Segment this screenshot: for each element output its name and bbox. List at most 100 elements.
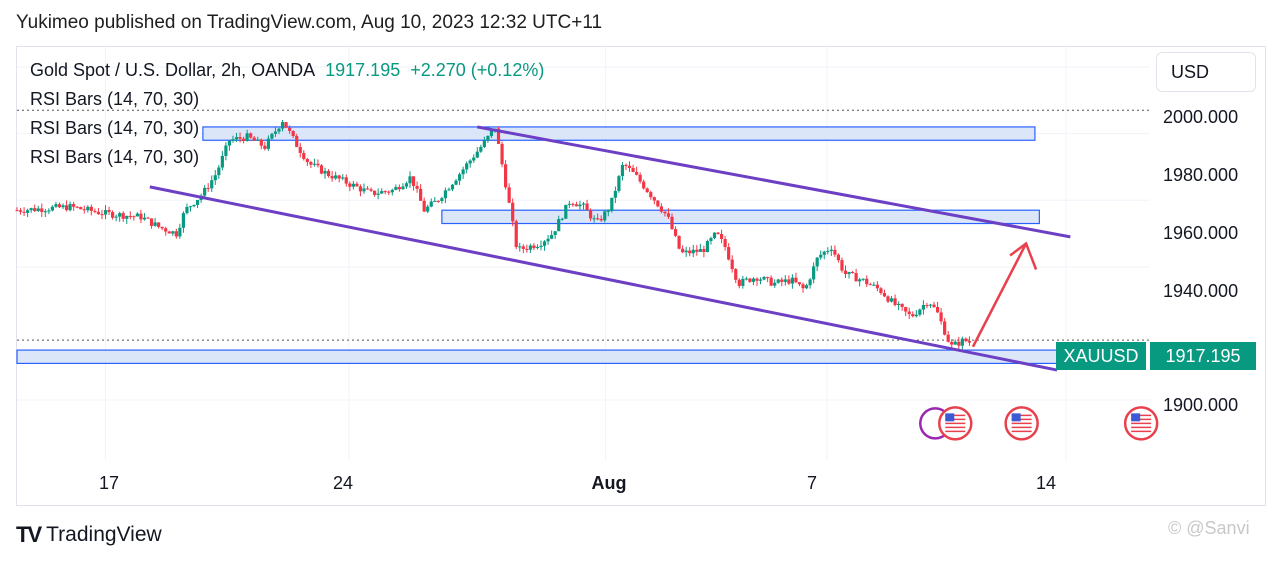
candle-body [911,314,915,317]
candle-body [787,279,791,284]
candle-body [341,177,345,179]
candle-body [691,249,695,254]
candle-body [500,143,504,165]
candle-body [192,204,196,207]
candle-body [344,177,348,184]
candle-body [889,298,894,302]
candle-body [181,213,186,228]
candle-body [840,260,844,271]
candle-body [213,175,217,181]
candle-body [542,241,547,246]
legend-main: Gold Spot / U.S. Dollar, 2h, OANDA 1917.… [30,60,544,81]
candle-body [270,133,274,139]
candle-body [298,146,302,153]
candle-body [64,205,69,211]
candle-body [829,249,833,252]
legend-indicator[interactable]: RSI Bars (14, 70, 30) [30,147,200,167]
candle-body [578,204,582,207]
x-tick-label: 14 [1035,473,1057,493]
candle-body [132,216,136,218]
candle-body [925,305,929,307]
footer-brand: TradingView [46,523,162,546]
candle-body [581,203,586,205]
candle-body [227,140,232,146]
candle-body [638,174,642,182]
candle-body [415,185,419,189]
candle-body [567,203,571,205]
candle-body [801,284,805,289]
candle-body [178,227,182,237]
candle-body [185,206,189,214]
y-tick-label: 1940.000 [1163,281,1239,301]
candle-body [118,213,122,217]
candle-body [935,306,940,313]
candle-body [677,235,681,249]
candle-body [546,238,550,242]
currency-button[interactable]: USD [1156,52,1256,92]
candle-body [886,296,890,302]
candle-body [89,206,93,211]
candle-body [365,188,370,190]
candle-body [93,210,97,212]
candle-body [461,169,465,175]
flag-canton [1011,413,1021,422]
symbol-price-badge: XAUUSD [1056,342,1146,370]
y-tick-label: 1900.000 [1163,395,1239,415]
candle-body [288,127,292,131]
publisher-line: Yukimeo published on TradingView.com, Au… [16,12,603,33]
x-tick-label: 17 [98,473,120,493]
candle-body [348,183,352,187]
candle-body [18,210,23,212]
candle-body [967,341,972,343]
flag-canton [1131,413,1141,422]
legend-indicator[interactable]: RSI Bars (14, 70, 30) [30,89,200,109]
candle-body [861,278,865,280]
candle-body [748,278,752,282]
candle-body [188,206,193,208]
candle-body [730,259,734,270]
candle-body [195,199,200,205]
candle-body [245,133,249,141]
candle-body [139,213,143,220]
candle-body [812,266,816,280]
candle-body [928,304,933,306]
candle-body [695,249,699,252]
candle-body [631,167,635,172]
candle-body [539,245,543,248]
candle-body [854,273,858,282]
candle-body [284,122,288,128]
candle-body [698,249,702,252]
tradingview-logo[interactable]: TV TradingView [16,522,162,548]
candle-body [238,137,242,139]
candle-body [355,183,359,187]
candle-body [766,277,770,279]
candle-body [305,159,309,163]
flag-canton [945,413,955,422]
candle-body [610,197,614,211]
candle-body [160,226,164,229]
candle-body [645,188,649,193]
candle-body [599,218,603,221]
candle-body [688,250,692,254]
candle-body [100,214,104,216]
candle-body [454,180,458,185]
candle-body [426,206,430,212]
candle-body [957,341,961,346]
candle-body [401,186,405,190]
candle-body [504,164,508,188]
candle-body [755,278,759,281]
candle-body [921,305,925,310]
candle-body [323,170,327,174]
candle-body [263,145,267,149]
candle-body [635,171,639,175]
candle-body [295,135,299,147]
candle-body [334,175,338,179]
candle-body [702,249,706,253]
legend-indicator[interactable]: RSI Bars (14, 70, 30) [30,118,200,138]
candle-body [397,187,401,190]
candle-body [712,232,717,239]
candle-body [210,180,214,189]
candle-body [61,205,65,208]
candle-body [50,206,55,211]
